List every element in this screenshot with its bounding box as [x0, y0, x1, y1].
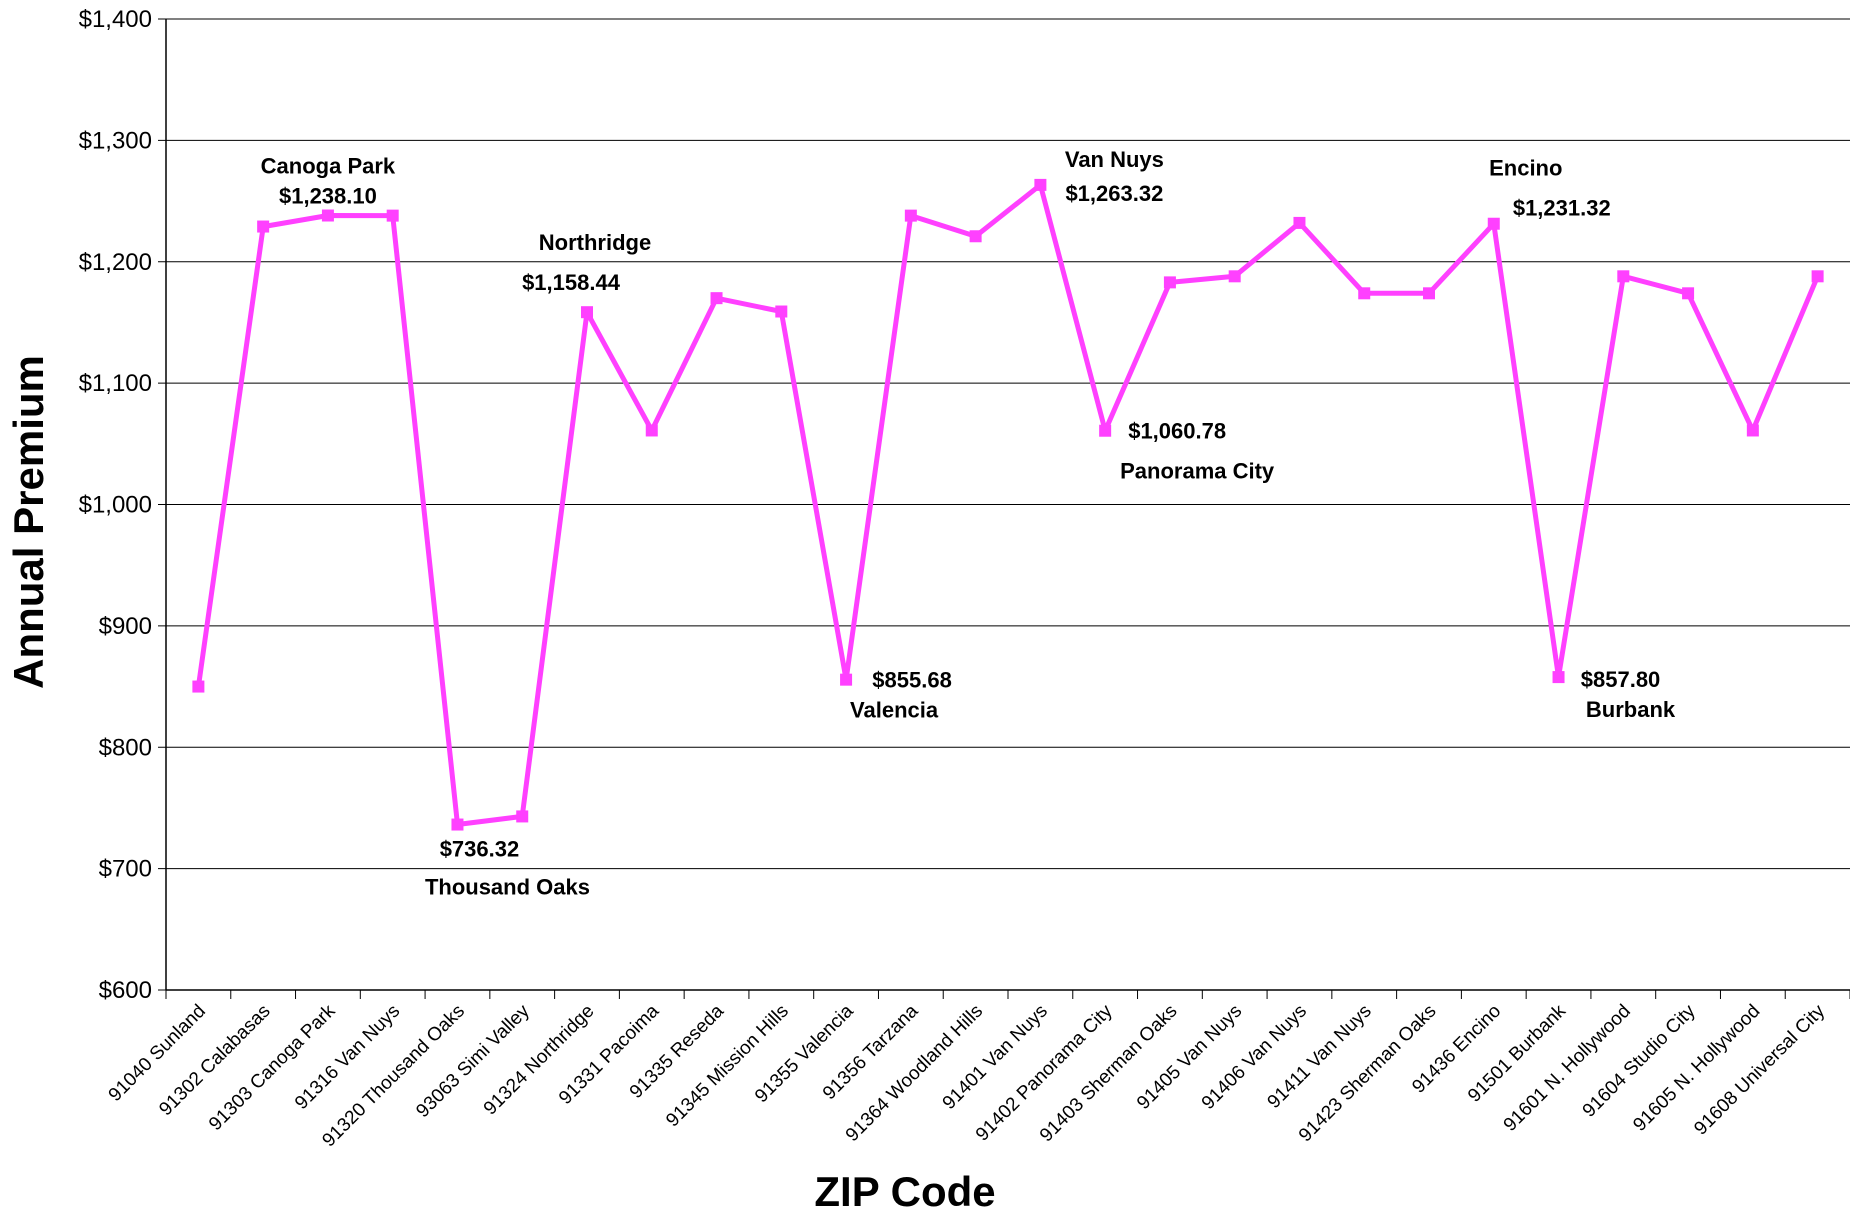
data-point: [1358, 287, 1371, 300]
y-tick-label: $1,300: [79, 127, 152, 154]
annotation-value: $1,263.32: [1065, 181, 1163, 206]
data-point: [775, 305, 788, 318]
y-tick-label: $1,400: [79, 6, 152, 33]
data-point: [1293, 216, 1306, 229]
y-tick-label: $800: [99, 734, 152, 761]
y-tick-label: $700: [99, 856, 152, 883]
data-point: [1682, 287, 1695, 300]
data-point: [710, 292, 723, 305]
x-tick-label: 91345 Mission Hills: [662, 1001, 793, 1132]
y-tick-label: $1,000: [79, 492, 152, 519]
data-point: [1099, 424, 1112, 437]
series-layer: [192, 178, 1824, 831]
x-tick-label: 93063 Simi Valley: [412, 1000, 534, 1122]
data-point: [1228, 270, 1241, 283]
x-tick-label: 91302 Calabasas: [155, 1001, 274, 1120]
x-tick-label: 91605 N. Hollywood: [1629, 1001, 1764, 1136]
y-tick-label: $600: [99, 977, 152, 1004]
gridlines: [166, 18, 1850, 991]
data-point: [840, 673, 853, 686]
x-tick-label: 91608 Universal City: [1690, 1000, 1829, 1139]
y-tick-label: $1,100: [79, 370, 152, 397]
annotation-name: Van Nuys: [1065, 147, 1164, 172]
annotation-name: Thousand Oaks: [425, 875, 590, 900]
annotations: Canoga Park $1,238.10 Thousand Oaks $736.32…: [261, 147, 1676, 900]
x-tick-label: 91601 N. Hollywood: [1500, 1001, 1635, 1136]
data-point: [1746, 424, 1759, 437]
x-axis-title: ZIP Code: [814, 1168, 995, 1214]
annotation-name: Panorama City: [1120, 459, 1275, 484]
annotation-value: $857.80: [1581, 667, 1661, 692]
data-point: [257, 220, 270, 233]
y-tick-label: $900: [99, 613, 152, 640]
data-point: [1487, 217, 1500, 230]
data-point: [969, 230, 982, 243]
data-point: [581, 306, 593, 319]
annotation-name: Burbank: [1586, 697, 1676, 722]
data-point: [645, 424, 658, 437]
data-point: [1811, 270, 1824, 283]
annotation-name: Valencia: [850, 698, 939, 723]
annotation-value: $1,231.32: [1513, 196, 1611, 221]
y-axis-title: Annual Premium: [5, 355, 52, 689]
x-tick-label: 91604 Studio City: [1579, 1000, 1700, 1121]
data-point: [1034, 178, 1047, 191]
series-line: [195, 182, 1820, 827]
data-point: [904, 209, 917, 222]
annotation-name: Canoga Park: [261, 154, 396, 179]
annotation-value: $1,158.44: [522, 270, 621, 295]
annotation-value: $1,060.78: [1128, 419, 1226, 444]
x-tick-label: 91324 Northridge: [480, 1001, 599, 1120]
data-point: [192, 680, 205, 693]
data-point: [516, 810, 529, 823]
data-point: [1163, 276, 1176, 289]
data-point: [386, 209, 399, 222]
y-tick-label: $1,200: [79, 249, 152, 276]
data-point: [451, 818, 464, 831]
annotation-value: $1,238.10: [279, 184, 377, 209]
data-point: [321, 209, 334, 222]
annotation-name: Northridge: [539, 230, 651, 255]
data-point: [1617, 270, 1630, 283]
x-tick-label: 91303 Canoga Park: [205, 1000, 340, 1135]
data-point: [1552, 671, 1565, 684]
data-point: [1423, 287, 1435, 300]
annotation-name: Encino: [1489, 156, 1562, 181]
annotation-value: $855.68: [872, 668, 952, 693]
annotation-value: $736.32: [440, 837, 520, 862]
